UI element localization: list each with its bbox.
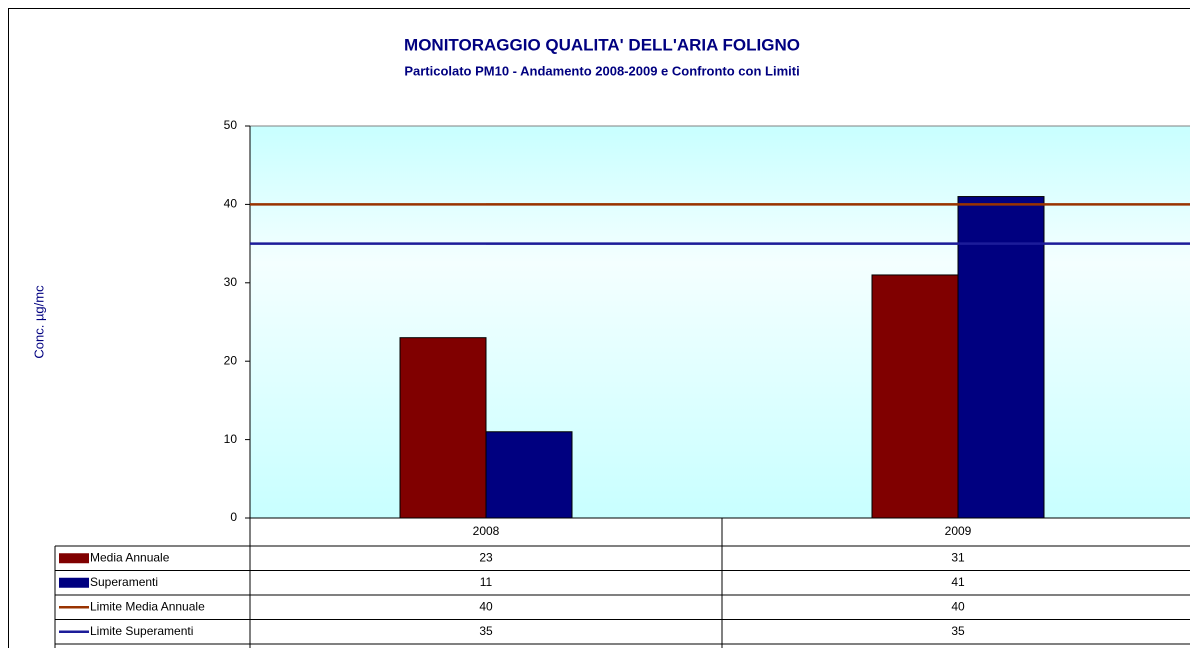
table-value: 35 xyxy=(479,624,493,638)
y-tick-label: 10 xyxy=(224,432,238,446)
table-value: 35 xyxy=(951,624,965,638)
y-tick-label: 40 xyxy=(224,197,238,211)
y-tick-label: 20 xyxy=(224,353,238,367)
legend-label: Media Annuale xyxy=(90,550,170,564)
bar xyxy=(399,337,487,519)
x-tick-label: 2008 xyxy=(473,524,500,538)
y-axis-label: Conc. µg/mc xyxy=(31,285,46,359)
table-value: 23 xyxy=(479,550,493,564)
legend-label: Superamenti xyxy=(90,575,158,589)
legend-key xyxy=(59,553,89,564)
legend-label: Limite Superamenti xyxy=(90,624,193,638)
table-value: 40 xyxy=(951,599,965,613)
y-tick-label: 50 xyxy=(224,118,238,132)
bar xyxy=(957,196,1045,519)
x-tick-label: 2009 xyxy=(945,524,972,538)
table-value: 11 xyxy=(480,575,493,589)
legend-label: Limite Media Annuale xyxy=(90,599,205,613)
bar xyxy=(871,274,959,519)
bar xyxy=(485,431,573,519)
legend-key xyxy=(59,577,89,588)
chart-title: MONITORAGGIO QUALITA' DELL'ARIA FOLIGNO xyxy=(404,35,800,54)
table-value: 40 xyxy=(479,599,493,613)
table-value: 31 xyxy=(951,550,965,564)
table-value: 41 xyxy=(951,575,965,589)
y-tick-label: 30 xyxy=(224,275,238,289)
chart-subtitle: Particolato PM10 - Andamento 2008-2009 e… xyxy=(404,63,799,78)
plot-area xyxy=(249,125,1190,519)
y-tick-label: 0 xyxy=(230,510,237,524)
